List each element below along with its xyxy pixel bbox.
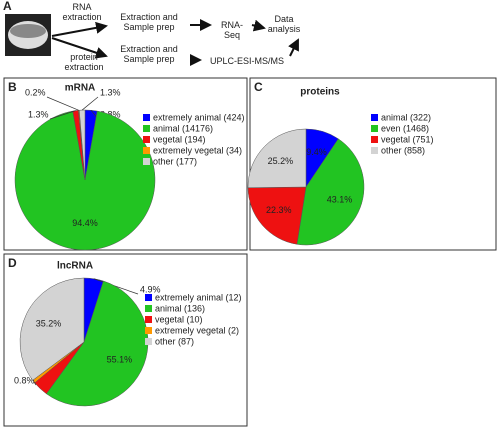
legend-label: vegetal (751) <box>381 134 434 144</box>
legend-label: animal (14176) <box>153 123 213 133</box>
pie-slice <box>247 186 307 245</box>
legend-swatch <box>145 294 152 301</box>
legend-label: vegetal (194) <box>153 134 206 144</box>
legend-swatch <box>143 125 150 132</box>
legend-label: extremely animal (424) <box>153 112 245 122</box>
legend-label: other (858) <box>381 145 425 155</box>
panel-label: D <box>8 256 17 270</box>
data-label: 1.3% <box>28 109 49 119</box>
legend-swatch <box>371 136 378 143</box>
legend-swatch <box>143 114 150 121</box>
pie-slice <box>19 277 85 381</box>
legend-swatch <box>145 305 152 312</box>
legend-label: extremely vegetal (34) <box>153 145 242 155</box>
data-label: 55.1% <box>107 354 133 364</box>
legend-swatch <box>143 147 150 154</box>
step-text: RNA- Seq <box>221 20 243 40</box>
step-text: UPLC-ESI-MS/MS <box>209 56 284 66</box>
panel-label: C <box>254 80 263 94</box>
legend-label: even (1468) <box>381 123 429 133</box>
legend-label: other (177) <box>153 156 197 166</box>
data-label: 2.8% <box>100 109 121 119</box>
embryo-band <box>10 24 46 38</box>
legend-swatch <box>371 147 378 154</box>
data-label: 0.2% <box>25 87 46 97</box>
chart-title: proteins <box>300 87 340 98</box>
data-label: 43.1% <box>327 195 353 205</box>
legend-label: animal (136) <box>155 303 205 313</box>
leader-line <box>46 96 79 111</box>
data-label: 9.4% <box>306 147 327 157</box>
step-text: protein extraction <box>64 52 104 72</box>
legend-swatch <box>145 316 152 323</box>
legend-swatch <box>371 125 378 132</box>
legend-swatch <box>143 158 150 165</box>
data-label: 25.2% <box>268 156 294 166</box>
legend-label: animal (322) <box>381 112 431 122</box>
arrows <box>51 19 299 66</box>
legend-swatch <box>145 338 152 345</box>
step-text: Extraction and Sample prep <box>120 12 178 32</box>
leader-line <box>33 381 37 386</box>
legend-swatch <box>145 327 152 334</box>
data-label: 35.2% <box>36 319 62 329</box>
data-label: 94.4% <box>72 218 98 228</box>
chart-title: lncRNA <box>57 261 93 272</box>
legend-label: extremely animal (12) <box>155 292 242 302</box>
data-label: 0.8% <box>14 375 35 385</box>
step-text: RNA extraction <box>62 2 102 22</box>
panel-frame <box>3 77 248 251</box>
leader-line <box>81 96 99 111</box>
leader-line <box>49 110 76 120</box>
chart-title: mRNA <box>65 83 96 94</box>
pie-slice <box>247 128 307 188</box>
data-label: 1.3% <box>100 87 121 97</box>
legend-swatch <box>371 114 378 121</box>
pie-slice <box>296 138 365 246</box>
panel-frame <box>249 77 497 251</box>
panel-label: B <box>8 80 17 94</box>
step-text: Data analysis <box>267 14 301 34</box>
legend-label: extremely vegetal (2) <box>155 325 239 335</box>
legend-label: vegetal (10) <box>155 314 203 324</box>
pie-slice <box>46 280 149 407</box>
legend-swatch <box>143 136 150 143</box>
data-label: 22.3% <box>266 205 292 215</box>
data-label: 4.9% <box>140 284 161 294</box>
pie-slice <box>14 110 156 251</box>
step-text: Extraction and Sample prep <box>120 44 178 64</box>
legend-label: other (87) <box>155 336 194 346</box>
panel-label: A <box>3 0 12 13</box>
panel-frame <box>3 253 248 427</box>
